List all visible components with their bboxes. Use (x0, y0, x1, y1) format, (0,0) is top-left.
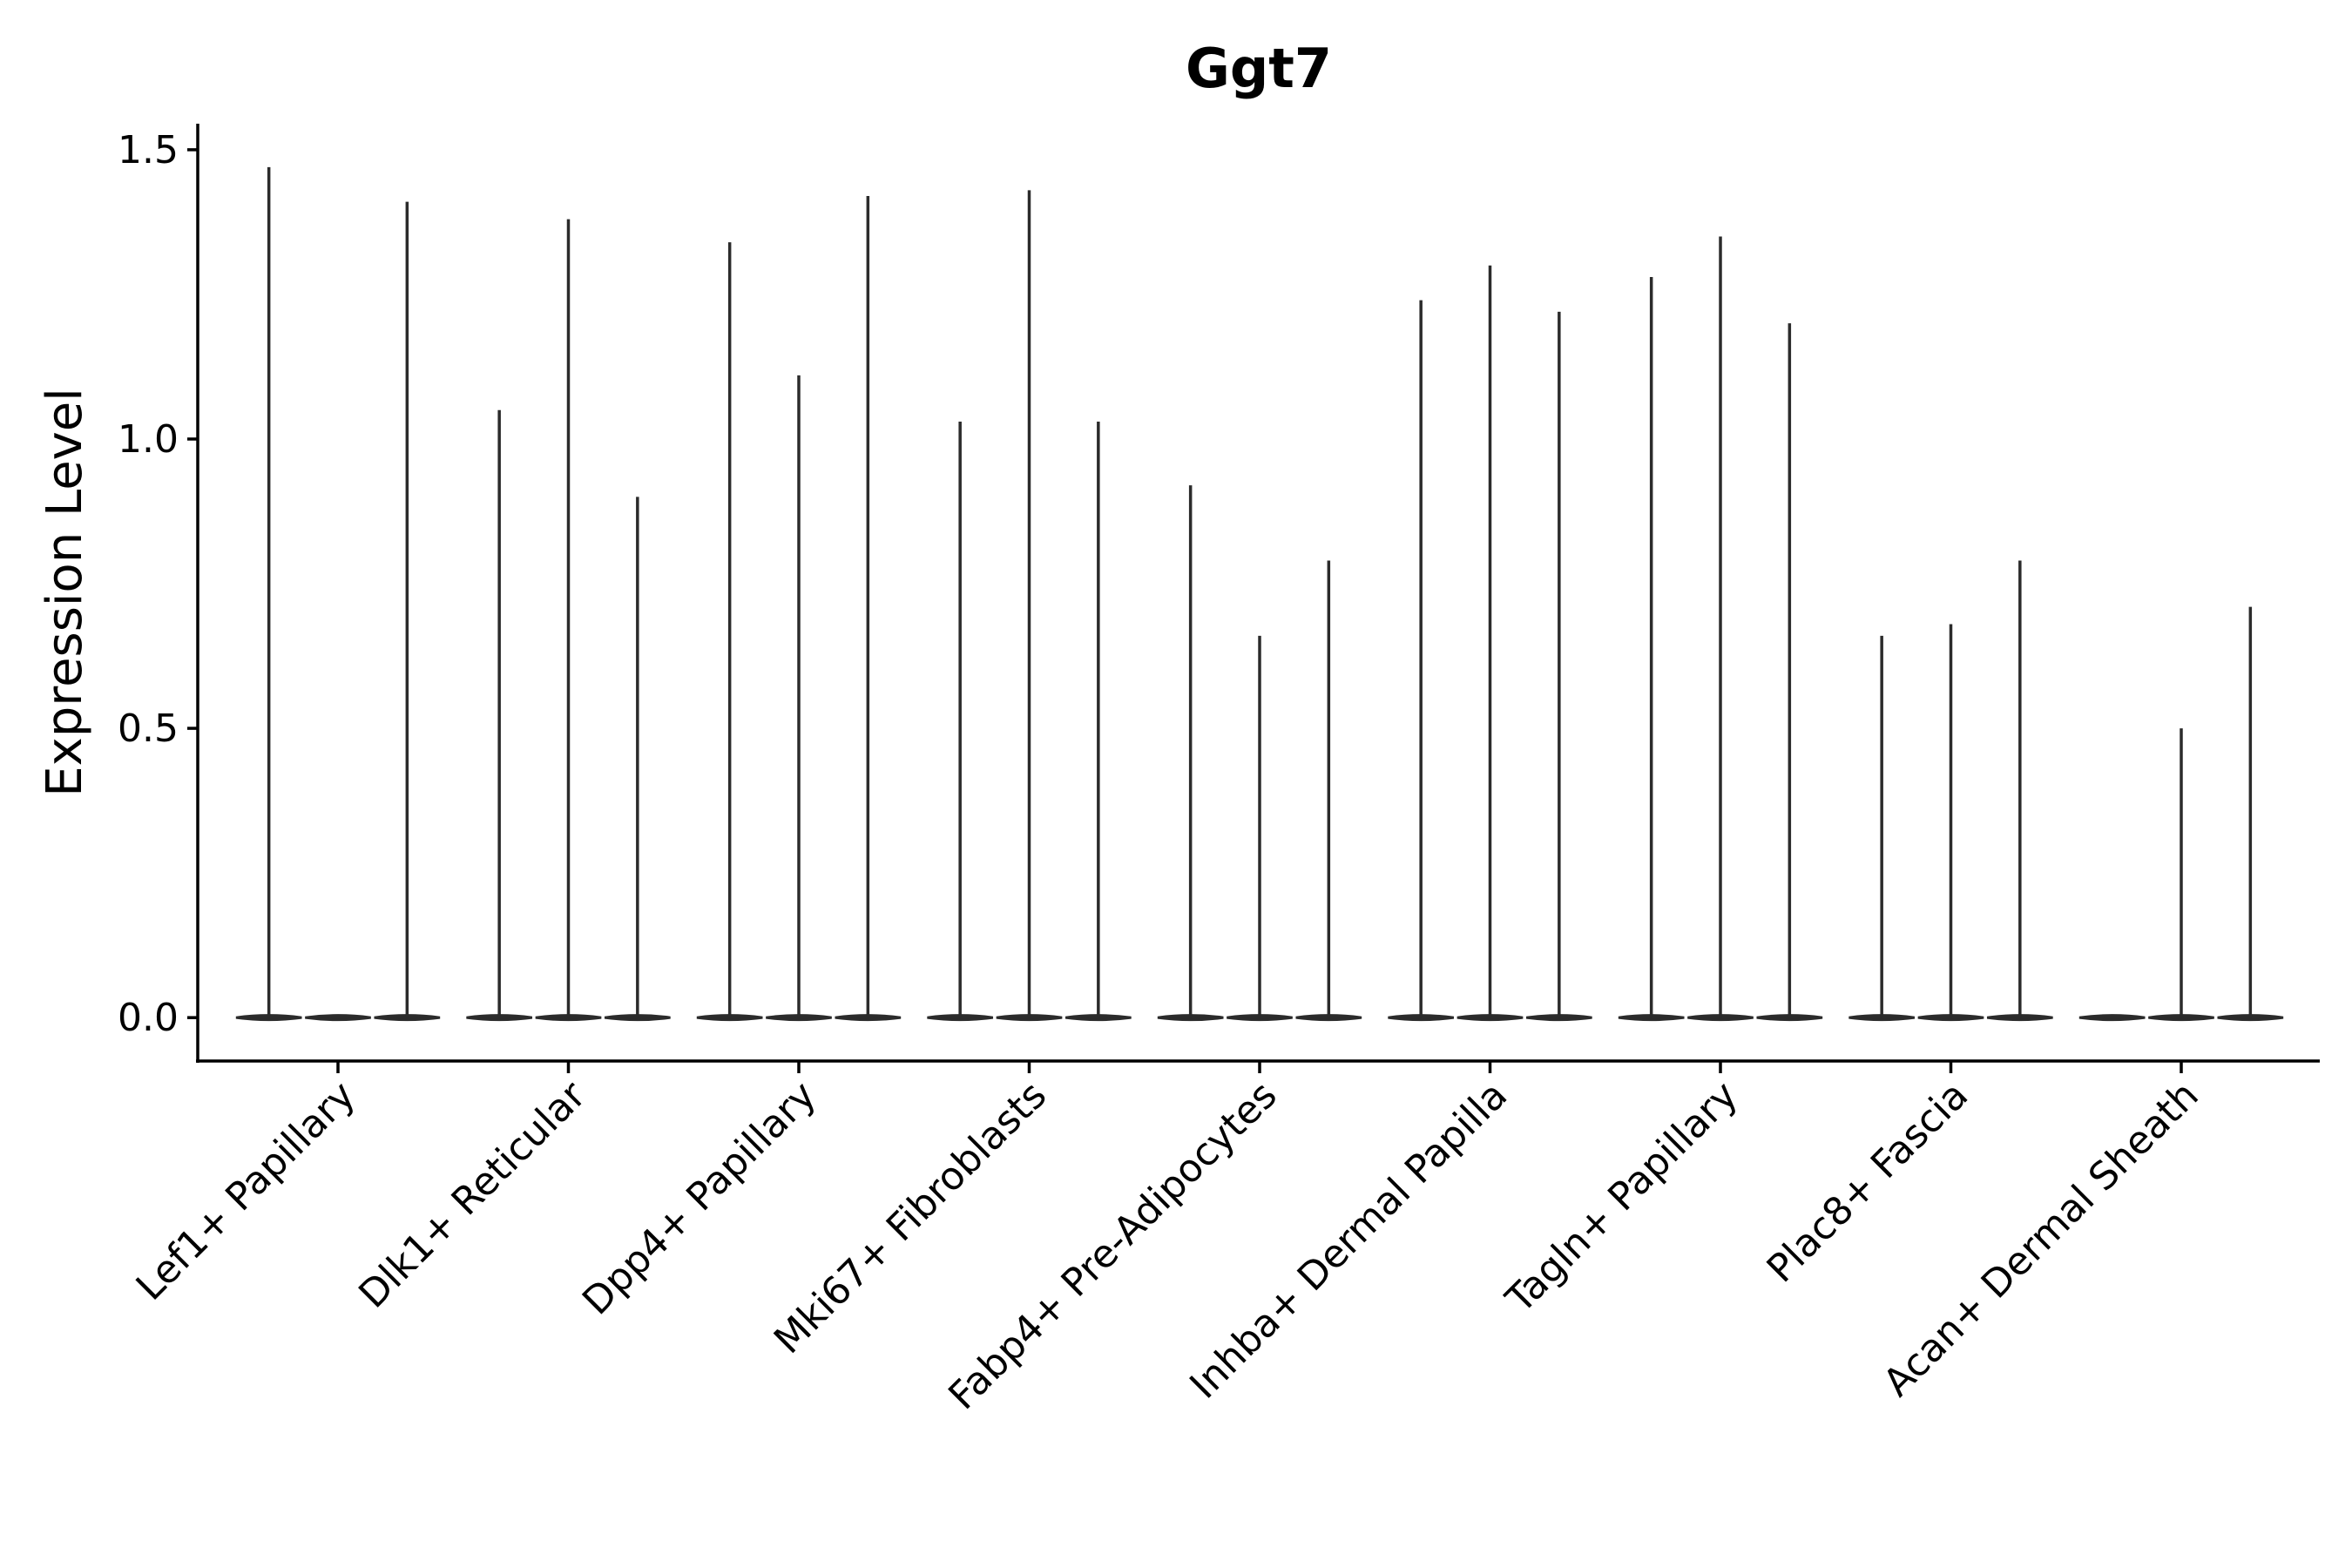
violin-body (235, 1014, 302, 1022)
violin-body (1618, 1014, 1685, 1022)
violin-body (1848, 1014, 1916, 1022)
violin-body (305, 1014, 371, 1022)
violin-body (374, 1014, 441, 1022)
x-tick-label: Tagln+ Papillary (1497, 1073, 1747, 1322)
x-tick-label: Lef1+ Papillary (128, 1073, 364, 1309)
violin-body (1295, 1014, 1362, 1022)
x-tick-label: Dlk1+ Reticular (350, 1072, 595, 1317)
violin-body (1227, 1014, 1293, 1022)
y-tick-label: 0.0 (118, 996, 179, 1040)
violin-body (2217, 1014, 2284, 1022)
x-tick-label: Plac8+ Fascia (1759, 1073, 1977, 1292)
y-axis-ticks: 0.0 0.5 1.0 1.5 (118, 128, 198, 1040)
violin-body (1456, 1014, 1524, 1022)
violin-body (1687, 1014, 1754, 1022)
violin-body (835, 1014, 902, 1022)
violin-body (1064, 1014, 1132, 1022)
violin-body (466, 1014, 533, 1022)
chart-title: Ggt7 (1186, 37, 1332, 100)
violin-body (1525, 1014, 1592, 1022)
y-axis-label: Expression Level (37, 388, 93, 797)
y-tick-label: 1.0 (118, 417, 179, 462)
violin-body (1388, 1014, 1455, 1022)
violin-body (927, 1014, 994, 1022)
x-tick-label: Dpp4+ Papillary (574, 1073, 825, 1324)
violin-body (1157, 1014, 1224, 1022)
violin-body (2148, 1014, 2214, 1022)
violin-body (1756, 1014, 1823, 1022)
violin-body (996, 1014, 1063, 1022)
violin-body (1917, 1014, 1984, 1022)
violin-body (766, 1014, 832, 1022)
violin-body (604, 1014, 671, 1022)
violin-body (696, 1014, 763, 1022)
y-tick-label: 0.5 (118, 706, 179, 751)
violin-body (535, 1014, 602, 1022)
violin-body (2078, 1014, 2146, 1022)
y-tick-label: 1.5 (118, 128, 179, 172)
violin-body (1986, 1014, 2053, 1022)
plot-area (235, 166, 2284, 1022)
